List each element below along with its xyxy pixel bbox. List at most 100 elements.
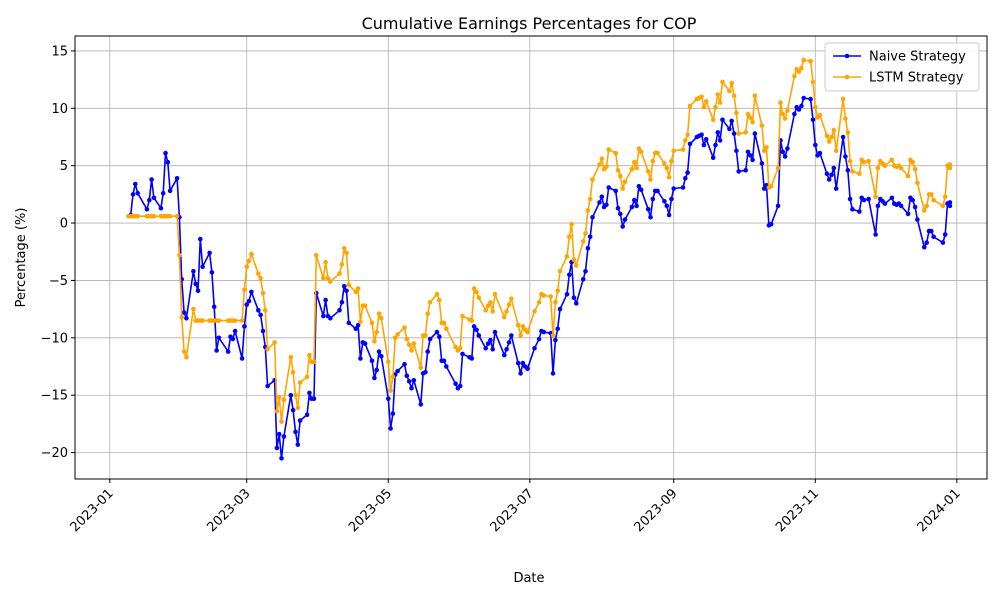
- data-point: [437, 297, 442, 303]
- data-point: [242, 287, 247, 292]
- data-point: [434, 291, 440, 297]
- data-point: [648, 177, 653, 182]
- data-point: [372, 375, 377, 381]
- data-point: [358, 356, 363, 361]
- data-point: [281, 397, 287, 403]
- data-point: [764, 145, 769, 150]
- data-point: [409, 348, 414, 353]
- data-point: [160, 190, 166, 196]
- data-point: [940, 240, 946, 245]
- data-point: [390, 411, 396, 416]
- data-point: [715, 130, 721, 135]
- data-point: [808, 96, 813, 102]
- data-point: [339, 262, 345, 267]
- data-point: [650, 196, 656, 202]
- series-1: [126, 57, 953, 424]
- data-point: [687, 103, 693, 109]
- data-point: [606, 147, 611, 152]
- data-point: [255, 308, 261, 313]
- data-point: [761, 148, 767, 154]
- data-point: [409, 386, 414, 391]
- data-point: [376, 349, 382, 354]
- data-point: [947, 165, 953, 171]
- data-point: [583, 269, 588, 274]
- data-point: [713, 104, 718, 110]
- data-point: [553, 337, 558, 343]
- data-point: [669, 196, 674, 202]
- data-point: [638, 187, 644, 193]
- data-point: [729, 80, 734, 86]
- data-point: [541, 293, 547, 298]
- data-point: [536, 300, 542, 305]
- data-point: [604, 164, 609, 170]
- data-point: [752, 93, 758, 98]
- y-tick-label: −20: [41, 446, 68, 461]
- data-point: [785, 146, 790, 151]
- data-point: [664, 165, 670, 171]
- data-point: [297, 380, 303, 385]
- data-point: [135, 190, 140, 196]
- data-point: [553, 300, 558, 305]
- data-point: [520, 324, 526, 329]
- data-point: [177, 252, 182, 258]
- data-point: [866, 158, 871, 164]
- data-point: [792, 73, 797, 79]
- data-point: [597, 200, 602, 205]
- data-point: [782, 116, 788, 121]
- data-point: [434, 329, 440, 335]
- data-point: [564, 254, 570, 259]
- data-point: [922, 244, 927, 250]
- data-point: [801, 95, 806, 101]
- data-point: [915, 217, 920, 222]
- data-point: [353, 326, 359, 332]
- x-axis-label: Date: [513, 571, 544, 586]
- data-point: [232, 328, 238, 334]
- data-point: [265, 383, 270, 389]
- data-point: [729, 118, 734, 124]
- series-layer: [126, 57, 953, 461]
- data-point: [211, 304, 217, 310]
- data-point: [731, 131, 737, 136]
- data-point: [209, 270, 215, 275]
- data-point: [699, 132, 704, 137]
- plot-frame: [74, 35, 988, 480]
- data-point: [260, 290, 266, 296]
- data-point: [840, 96, 846, 102]
- data-point: [374, 329, 380, 335]
- data-point: [778, 100, 783, 105]
- data-point: [518, 371, 523, 376]
- data-point: [230, 336, 236, 342]
- data-point: [720, 117, 725, 123]
- data-point: [750, 119, 755, 125]
- data-point: [550, 371, 556, 376]
- data-point: [388, 388, 393, 393]
- data-point: [355, 322, 361, 328]
- data-point: [437, 334, 442, 340]
- data-point: [425, 311, 431, 317]
- data-point: [680, 147, 686, 152]
- data-point: [824, 171, 830, 176]
- data-point: [620, 224, 625, 229]
- data-point: [775, 203, 781, 209]
- data-point: [515, 360, 521, 366]
- data-point: [685, 132, 690, 137]
- data-point: [931, 197, 936, 203]
- data-point: [929, 228, 934, 234]
- data-point: [875, 203, 881, 209]
- data-point: [341, 283, 347, 289]
- data-point: [664, 203, 670, 209]
- data-point: [567, 234, 572, 240]
- data-point: [889, 195, 895, 201]
- data-point: [857, 209, 862, 214]
- data-point: [761, 186, 767, 191]
- data-point: [158, 205, 164, 211]
- data-point: [509, 296, 514, 302]
- data-point: [469, 356, 475, 361]
- data-point: [843, 116, 848, 121]
- data-point: [924, 240, 929, 245]
- data-point: [509, 333, 514, 338]
- data-point: [636, 184, 642, 189]
- data-point: [585, 246, 591, 251]
- data-point: [174, 176, 180, 181]
- data-point: [404, 336, 410, 342]
